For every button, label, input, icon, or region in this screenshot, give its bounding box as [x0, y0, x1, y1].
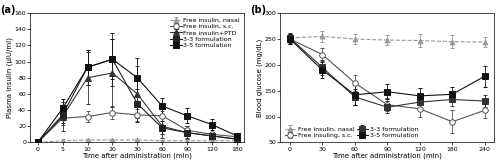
Legend: Free insulin, nasal, Free insuling, s.c., 3-3 formulation, 3-5 formulation: Free insulin, nasal, Free insuling, s.c.… [284, 125, 420, 139]
Text: (a): (a) [0, 5, 16, 15]
Y-axis label: Blood glucose (mg/dL): Blood glucose (mg/dL) [256, 39, 263, 117]
Y-axis label: Plasma insulin (μIU/ml): Plasma insulin (μIU/ml) [6, 37, 13, 118]
X-axis label: Time after administration (min): Time after administration (min) [332, 153, 442, 159]
Text: (b): (b) [250, 5, 266, 15]
X-axis label: Time after administration (min): Time after administration (min) [82, 153, 192, 159]
Legend: Free insulin, nasal, Free insulin, s.c., Free insulin+PTD, 3-3 formulation, 3-5 : Free insulin, nasal, Free insulin, s.c.,… [169, 16, 242, 50]
